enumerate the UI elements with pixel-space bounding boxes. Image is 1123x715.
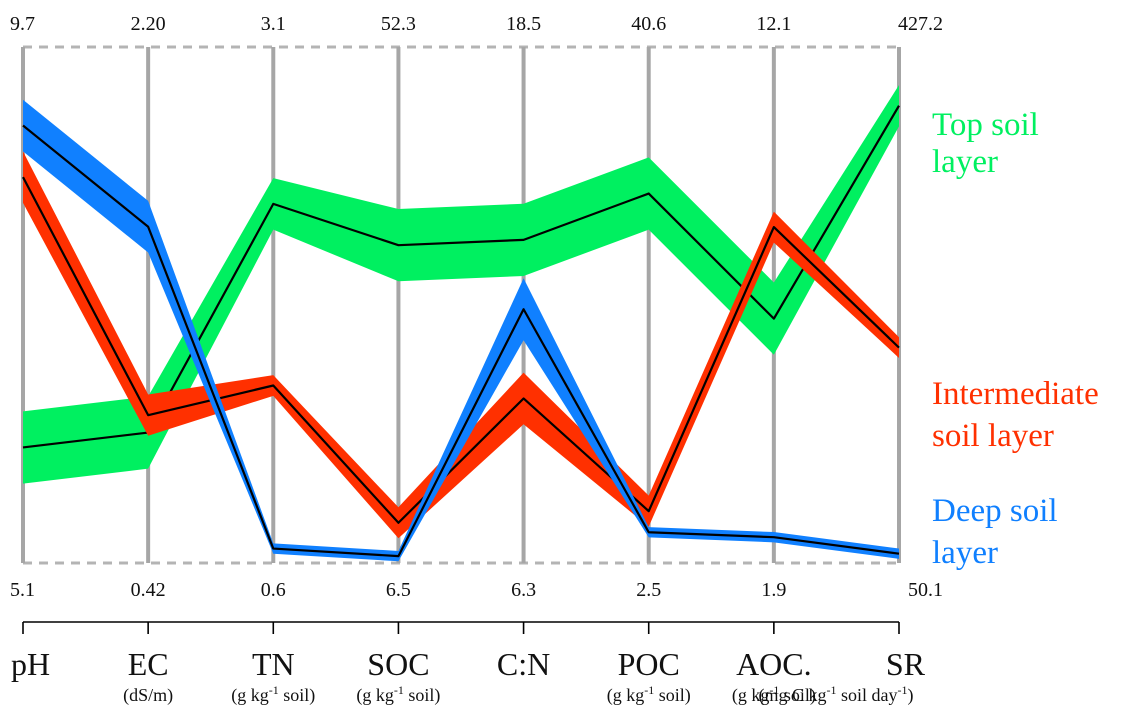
- tick-min-poc: 2.5: [636, 579, 661, 601]
- axis-name-ph: pH: [11, 646, 50, 682]
- top-soil-series-label: Top soil: [932, 107, 1039, 143]
- tick-min-soc: 6.5: [386, 579, 411, 601]
- axis-unit-tn: (g kg-1 soil): [231, 683, 315, 706]
- axis-unit-sr: (mg C kg-1 soil day-1): [758, 683, 913, 706]
- axis-unit-soc: (g kg-1 soil): [356, 683, 440, 706]
- axis-name-tn: TN: [252, 646, 295, 682]
- axis-name-cn: C:N: [497, 646, 550, 682]
- tick-max-poc: 40.6: [631, 13, 666, 35]
- axis-name-poc: POC: [618, 646, 680, 682]
- top-soil-series-label: layer: [932, 144, 998, 180]
- axis-unit-poc: (g kg-1 soil): [607, 683, 691, 706]
- deep-soil-series-label: layer: [932, 535, 998, 571]
- axis-name-ec: EC: [128, 646, 169, 682]
- deep-soil-mean-line: [22, 124, 900, 558]
- intermediate-soil-series-label: soil layer: [932, 418, 1054, 454]
- top-soil-band: [23, 85, 899, 484]
- tick-max-ec: 2.20: [131, 13, 166, 35]
- tick-min-aoc: 1.9: [761, 579, 786, 601]
- axis-name-aoc: AOC.: [736, 646, 812, 682]
- tick-min-ph: 5.1: [10, 579, 35, 601]
- tick-min-tn: 0.6: [261, 579, 286, 601]
- tick-max-cn: 18.5: [506, 13, 541, 35]
- tick-min-sr: 50.1: [908, 579, 943, 601]
- intermediate-soil-series-label: Intermediate: [932, 376, 1099, 412]
- deep-soil-series-label: Deep soil: [932, 493, 1058, 529]
- tick-min-ec: 0.42: [131, 579, 166, 601]
- tick-max-sr: 427.2: [898, 13, 943, 35]
- tick-min-cn: 6.3: [511, 579, 536, 601]
- tick-max-soc: 52.3: [381, 13, 416, 35]
- axis-unit-ec: (dS/m): [123, 685, 173, 706]
- axis-unit-aoc: (g kg-1 soil): [732, 683, 816, 706]
- tick-max-aoc: 12.1: [756, 13, 791, 35]
- axis-name-sr: SR: [886, 646, 926, 682]
- tick-max-tn: 3.1: [261, 13, 286, 35]
- intermediate-soil-mean-line: [22, 176, 900, 524]
- axis-name-soc: SOC: [367, 646, 429, 682]
- tick-max-ph: 9.7: [10, 13, 35, 35]
